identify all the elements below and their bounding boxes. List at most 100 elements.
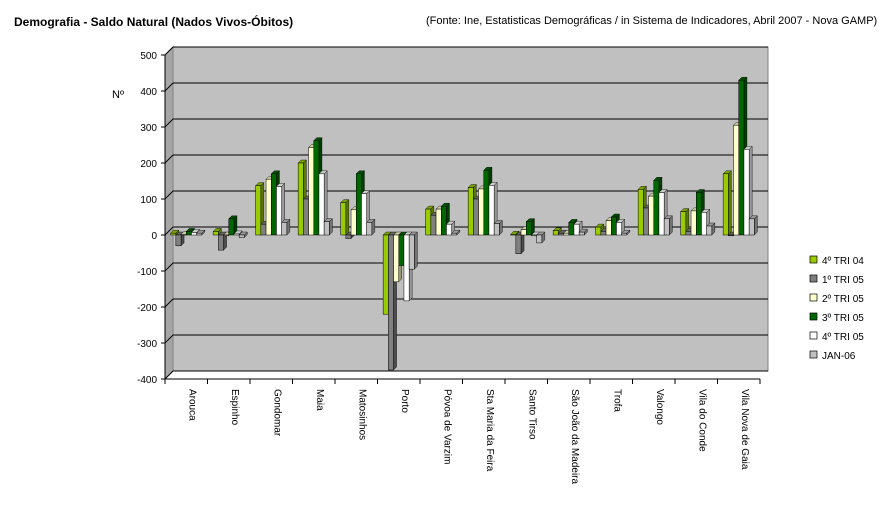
bar-front	[388, 234, 394, 371]
bar-front	[238, 234, 245, 238]
bar-front	[297, 162, 304, 236]
bar	[281, 218, 291, 236]
legend-swatch	[809, 331, 818, 340]
bar-front	[563, 232, 569, 236]
gridline-diagonal	[164, 298, 174, 308]
bar-front	[738, 79, 745, 236]
bar-front	[685, 231, 692, 236]
bar-front	[191, 232, 197, 236]
bar-front	[196, 232, 203, 236]
y-tick-label: 0	[151, 231, 157, 242]
y-tick-label: -100	[137, 267, 157, 278]
bar-front	[526, 221, 532, 236]
y-tick-label: 100	[140, 195, 157, 206]
bar-front	[600, 231, 607, 236]
gridline-diagonal	[164, 334, 174, 344]
category-label: São João da Madeira	[569, 389, 580, 485]
bar-front	[382, 234, 389, 315]
bar-front	[520, 229, 527, 236]
bar-front	[706, 225, 713, 236]
bar	[238, 231, 248, 239]
bar-front	[260, 223, 267, 236]
bar-front	[356, 173, 362, 236]
bar	[663, 215, 673, 236]
bar	[323, 218, 333, 236]
bar-front	[531, 234, 537, 237]
y-tick-label: -300	[137, 339, 157, 350]
category-label: Espinho	[229, 389, 240, 426]
bar-front	[478, 188, 484, 236]
category-label: Arouca	[186, 389, 197, 421]
bar-front	[728, 234, 734, 237]
bar-front	[733, 124, 739, 236]
bar	[706, 222, 716, 236]
bar-front	[605, 220, 612, 236]
category-label: Valongo	[654, 389, 665, 425]
bar-front	[276, 186, 282, 236]
bar-front	[653, 180, 660, 236]
legend-label: 3º TRI 05	[822, 313, 864, 324]
bar-front	[663, 218, 670, 236]
legend-swatch	[809, 293, 818, 302]
bar	[228, 215, 238, 236]
bar	[233, 230, 243, 236]
bar-front	[308, 147, 314, 236]
bar-side	[669, 215, 673, 236]
legend-swatch	[809, 350, 818, 359]
category-label: Vila Nova de Gaia	[739, 389, 750, 470]
category-label: Maia	[314, 389, 325, 411]
bar-front	[467, 187, 474, 236]
bar-front	[510, 234, 517, 236]
bar-front	[218, 234, 224, 251]
bar-front	[408, 234, 415, 270]
bar-front	[186, 231, 192, 236]
gridline-diagonal	[164, 154, 174, 164]
gridline-diagonal	[164, 190, 174, 200]
plot-side-wall	[164, 45, 174, 381]
source-note: (Fonte: Ine, Estatisticas Demográficas /…	[426, 15, 878, 27]
bar-front	[446, 223, 452, 236]
gridline-diagonal	[164, 82, 174, 92]
bar-front	[515, 234, 522, 254]
bar-front	[313, 140, 320, 236]
bar-front	[680, 211, 687, 236]
bar-front	[536, 234, 543, 244]
bar-front	[573, 223, 580, 236]
bar-front	[403, 234, 410, 302]
bar-front	[345, 234, 352, 239]
bar-front	[616, 222, 622, 236]
bar-front	[265, 178, 272, 236]
bar-front	[493, 223, 500, 236]
gridline-diagonal	[164, 46, 174, 56]
bar-front	[223, 234, 230, 237]
y-tick-label: 300	[140, 123, 157, 134]
bar	[748, 215, 758, 236]
y-tick-label: 400	[140, 87, 157, 98]
bar-front	[743, 149, 750, 236]
bar-front	[303, 198, 309, 236]
bar	[340, 199, 350, 236]
bar-front	[350, 209, 357, 236]
legend-label: 1º TRI 05	[822, 275, 864, 286]
bar-front	[361, 193, 367, 236]
bar	[515, 231, 525, 255]
category-label: Santo Tirso	[526, 389, 537, 440]
category-label: Matosinhos	[356, 389, 367, 440]
bar-side	[414, 231, 418, 270]
y-axis-label: Nº	[112, 89, 124, 101]
legend-swatch	[809, 312, 818, 321]
bar-front	[425, 208, 432, 236]
bar	[536, 231, 546, 244]
chart-title: Demografia - Saldo Natural (Nados Vivos-…	[14, 15, 294, 29]
bar	[615, 218, 626, 236]
bar	[212, 227, 222, 236]
category-label: Porto	[399, 389, 410, 413]
bar	[366, 218, 376, 236]
bar-front	[748, 218, 755, 236]
gridline-diagonal	[164, 370, 174, 380]
legend-label: 4º TRI 04	[822, 256, 864, 267]
bar	[680, 208, 690, 236]
bar-front	[170, 232, 177, 236]
bar-front	[621, 232, 628, 236]
bar-front	[578, 231, 585, 236]
